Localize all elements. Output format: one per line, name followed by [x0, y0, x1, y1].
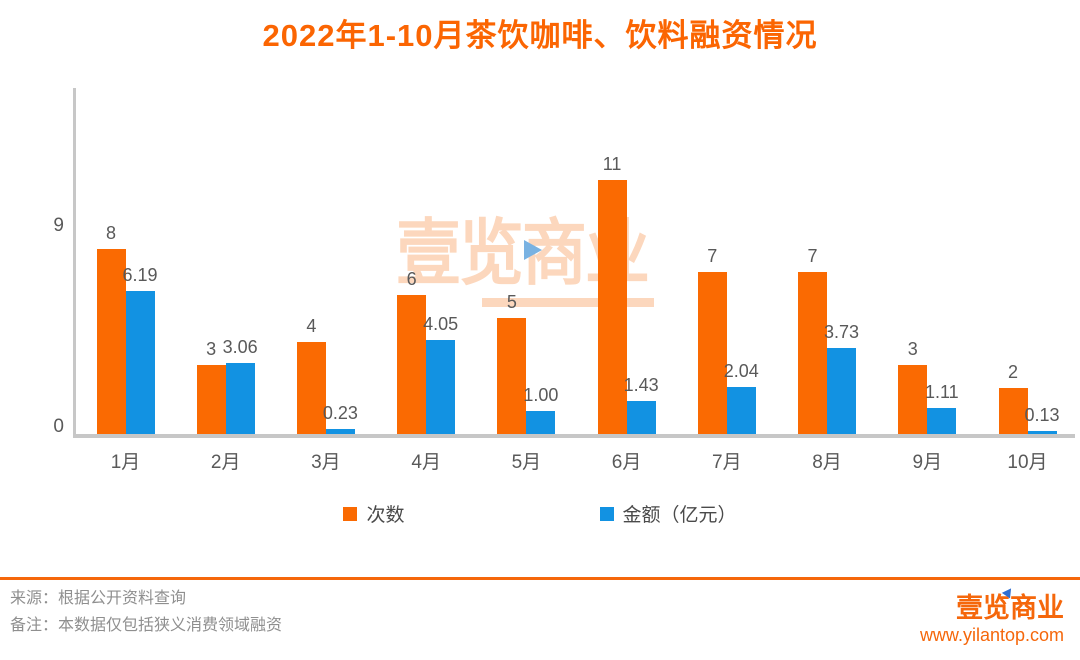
x-axis-label-4月: 4月	[411, 452, 441, 473]
bar-amount-1月	[125, 291, 155, 434]
bar-count-7月	[697, 272, 727, 434]
watermark-underline	[482, 298, 654, 307]
legend-item-amount: 金额（亿元）	[599, 500, 737, 527]
value-label-amount-6月: 1.43	[623, 375, 659, 395]
bar-count-3月	[296, 342, 326, 434]
brand-logo-text: 壹览商业	[956, 585, 1064, 624]
value-label-count-6月: 11	[602, 154, 622, 174]
chart-title: 2022年1-10月茶饮咖啡、饮料融资情况	[262, 18, 818, 53]
x-axis-label-8月: 8月	[812, 452, 842, 473]
legend-swatch-count	[343, 506, 358, 521]
bar-amount-9月	[927, 408, 957, 434]
brand-logo-block: 壹览商业 www.yilantop.com	[919, 585, 1064, 646]
bar-count-10月	[998, 388, 1028, 434]
bar-count-8月	[798, 272, 827, 434]
x-axis-label-6月: 6月	[611, 452, 642, 473]
bar-amount-7月	[726, 387, 756, 434]
x-axis-label-1月: 1月	[110, 452, 141, 473]
x-axis-label-2月: 2月	[210, 452, 241, 473]
chart-legend: 次数 金额（亿元）	[0, 500, 1080, 527]
value-label-count-7月: 7	[707, 246, 718, 266]
note-line: 备注：本数据仅包括狭义消费领域融资	[10, 617, 283, 634]
brand-logo-url: www.yilantop.com	[919, 625, 1064, 646]
bar-amount-2月	[225, 363, 255, 434]
watermark-play-icon	[524, 240, 542, 260]
value-label-count-9月: 3	[907, 339, 918, 359]
x-axis-label-10月: 10月	[1007, 452, 1048, 473]
value-label-amount-5月: 1.00	[523, 385, 559, 405]
value-label-amount-9月: 1.11	[924, 382, 959, 402]
value-label-amount-1月: 6.19	[122, 265, 158, 285]
y-axis-tick-9: 9	[53, 215, 64, 236]
bar-amount-4月	[426, 340, 456, 434]
bar-count-2月	[196, 365, 226, 434]
value-label-amount-3月: 0.23	[322, 403, 358, 423]
bar-amount-8月	[827, 348, 856, 434]
value-label-count-10月: 2	[1007, 362, 1018, 382]
brand-logo-label: 壹览商业	[956, 593, 1064, 623]
y-axis-line	[73, 88, 76, 434]
x-axis-label-7月: 7月	[712, 452, 742, 473]
value-label-amount-7月: 2.04	[723, 361, 759, 381]
legend-label-count: 次数	[366, 505, 405, 526]
legend-item-count: 次数	[343, 500, 405, 527]
value-label-count-8月: 7	[807, 246, 818, 266]
x-axis-label-9月: 9月	[912, 452, 943, 473]
x-axis-label-5月: 5月	[511, 452, 542, 473]
bar-amount-10月	[1027, 431, 1057, 434]
value-label-amount-4月: 4.05	[423, 314, 459, 334]
value-label-count-5月: 5	[506, 292, 517, 312]
footer-notes: 来源：根据公开资料查询 备注：本数据仅包括狭义消费领域融资	[10, 585, 282, 639]
bar-count-1月	[96, 249, 126, 434]
source-line: 来源：根据公开资料查询	[10, 590, 187, 607]
value-label-amount-8月: 3.73	[823, 322, 860, 342]
value-label-count-3月: 4	[306, 316, 317, 336]
y-axis-tick-0: 0	[53, 416, 64, 437]
bar-count-9月	[898, 365, 928, 434]
bar-count-6月	[597, 180, 627, 434]
bar-amount-5月	[526, 411, 556, 434]
value-label-count-1月: 8	[105, 223, 116, 243]
bar-amount-6月	[626, 401, 656, 434]
legend-swatch-amount	[599, 506, 614, 521]
footer-divider	[0, 577, 1080, 580]
bar-count-4月	[397, 295, 427, 434]
value-label-amount-10月: 0.13	[1024, 405, 1060, 425]
value-label-count-4月: 6	[406, 269, 417, 289]
value-label-amount-2月: 3.06	[222, 337, 258, 357]
legend-label-amount: 金额（亿元）	[622, 505, 737, 526]
bar-count-5月	[497, 318, 527, 434]
x-axis-label-3月: 3月	[311, 452, 341, 473]
bar-amount-3月	[325, 429, 355, 434]
value-label-count-2月: 3	[206, 339, 217, 359]
x-axis-line	[73, 434, 1075, 438]
